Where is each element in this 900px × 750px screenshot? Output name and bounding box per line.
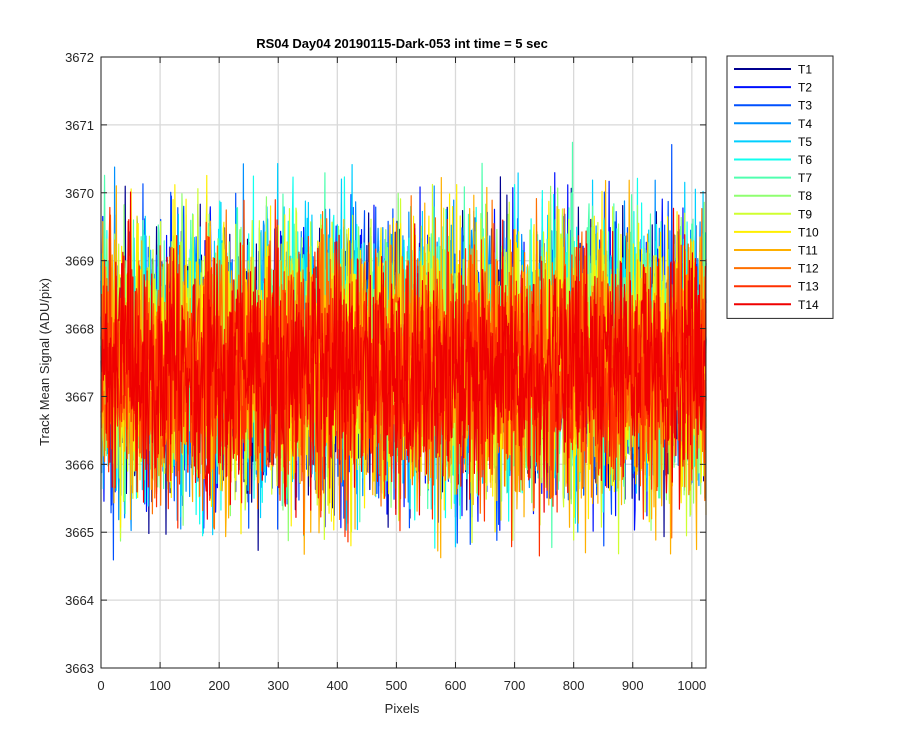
x-tick-label: 100 [149,678,171,693]
series-line-t13 [100,199,707,557]
x-tick-label: 700 [504,678,526,693]
legend-label: T10 [798,225,819,239]
x-tick-label: 1000 [677,678,706,693]
y-tick-label: 3667 [65,389,94,404]
legend-label: T11 [798,244,818,258]
legend-label: T2 [798,81,812,95]
y-tick-label: 3669 [65,254,94,269]
x-tick-label: 400 [326,678,348,693]
y-tick-label: 3671 [65,118,94,133]
x-tick-label: 800 [563,678,585,693]
legend-box [726,55,834,319]
series-lines [100,141,707,561]
legend-label: T7 [798,171,812,185]
y-axis-label: Track Mean Signal (ADU/pix) [37,278,52,446]
legend-label: T8 [798,189,812,203]
x-tick-label: 900 [622,678,644,693]
y-tick-label: 3665 [65,525,94,540]
x-tick-label: 0 [97,678,104,693]
x-axis-label: Pixels [385,701,420,716]
legend-label: T5 [798,135,812,149]
x-tick-label: 200 [208,678,230,693]
legend-label: T12 [798,262,819,276]
y-tick-label: 3663 [65,661,94,676]
y-tick-label: 3664 [65,593,94,608]
y-tick-label: 3666 [65,457,94,472]
y-tick-label: 3672 [65,50,94,65]
legend-label: T9 [798,207,812,221]
legend-label: T1 [798,63,812,77]
legend-label: T14 [798,298,819,312]
x-tick-label: 300 [267,678,289,693]
plot-frame [100,56,707,669]
legend-label: T6 [798,153,812,167]
y-tick-label: 3670 [65,186,94,201]
x-tick-label: 600 [445,678,467,693]
legend: T1 T2 T3 T4 T5 T6 T7 T8 T9 T10 T11 T12 T13 T14 [726,55,834,319]
y-tick-label: 3668 [65,322,94,337]
chart-title: RS04 Day04 20190115-Dark-053 int time = … [256,36,548,51]
legend-label: T3 [798,99,812,113]
x-tick-label: 500 [386,678,408,693]
axis-ticks: 0 100 200 300 400 500 600 700 800 900 1000 3663 3664… [65,50,706,693]
legend-label: T4 [798,117,812,131]
legend-label: T13 [798,280,819,294]
series-line-t14 [100,191,707,520]
